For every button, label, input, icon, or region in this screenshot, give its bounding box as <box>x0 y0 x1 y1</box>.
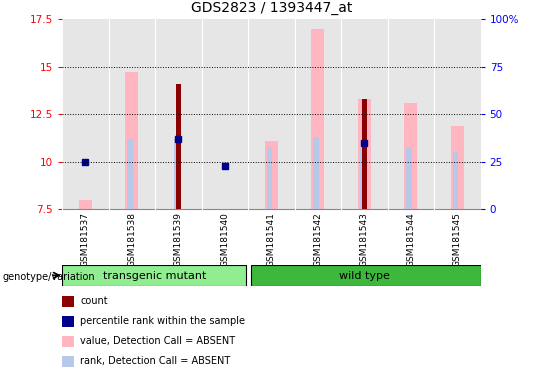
Text: value, Detection Call = ABSENT: value, Detection Call = ABSENT <box>80 336 235 346</box>
Bar <box>362 99 367 209</box>
Text: GSM181538: GSM181538 <box>127 212 136 267</box>
Bar <box>295 19 341 209</box>
Text: percentile rank within the sample: percentile rank within the sample <box>80 316 246 326</box>
FancyBboxPatch shape <box>251 265 481 286</box>
Bar <box>404 103 417 209</box>
Text: GSM181542: GSM181542 <box>313 212 322 267</box>
Bar <box>453 152 458 209</box>
Text: GSM181541: GSM181541 <box>267 212 276 267</box>
Text: GSM181537: GSM181537 <box>81 212 90 267</box>
Bar <box>79 200 92 209</box>
Bar <box>176 84 181 209</box>
Bar <box>267 147 273 209</box>
Bar <box>388 19 434 209</box>
Bar <box>248 19 295 209</box>
Bar <box>358 99 371 209</box>
Bar <box>434 19 481 209</box>
Text: GSM181544: GSM181544 <box>407 212 415 267</box>
Bar <box>312 29 325 209</box>
Text: rank, Detection Call = ABSENT: rank, Detection Call = ABSENT <box>80 356 231 366</box>
Text: transgenic mutant: transgenic mutant <box>104 270 207 281</box>
Bar <box>313 137 319 209</box>
Bar <box>62 19 109 209</box>
Bar <box>265 141 278 209</box>
Bar <box>155 19 201 209</box>
Title: GDS2823 / 1393447_at: GDS2823 / 1393447_at <box>191 2 352 15</box>
Bar <box>451 126 464 209</box>
FancyBboxPatch shape <box>62 265 246 286</box>
Bar <box>174 139 179 209</box>
Bar <box>407 147 412 209</box>
Bar <box>127 139 133 209</box>
Bar <box>360 147 366 209</box>
Text: wild type: wild type <box>339 270 390 281</box>
Bar <box>201 19 248 209</box>
Text: GSM181539: GSM181539 <box>174 212 183 267</box>
Text: GSM181545: GSM181545 <box>453 212 462 267</box>
Text: GSM181540: GSM181540 <box>220 212 230 267</box>
Text: genotype/variation: genotype/variation <box>3 272 96 282</box>
Text: GSM181543: GSM181543 <box>360 212 369 267</box>
Bar <box>109 19 155 209</box>
Bar <box>341 19 388 209</box>
Text: count: count <box>80 296 108 306</box>
Bar <box>125 73 138 209</box>
